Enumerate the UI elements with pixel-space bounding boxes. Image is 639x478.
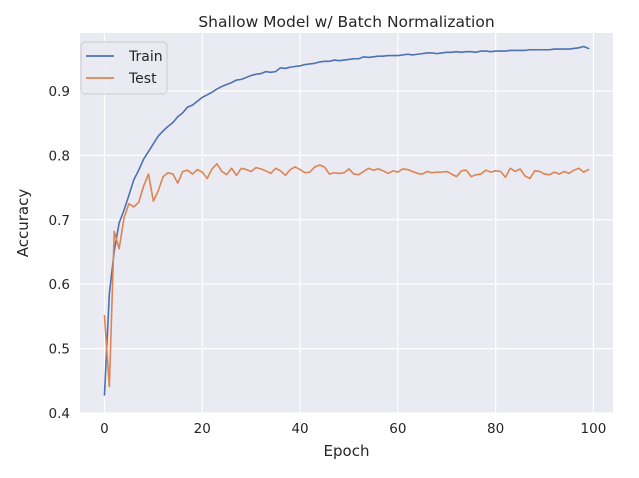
- x-tick-label: 100: [581, 421, 607, 437]
- x-tick-label: 80: [487, 421, 504, 437]
- x-axis-label: Epoch: [324, 442, 370, 460]
- series-line-train: [103, 45, 590, 396]
- y-tick-label: 0.8: [49, 148, 70, 164]
- x-tick-label: 40: [291, 421, 308, 437]
- plot-background: [80, 33, 613, 413]
- y-tick-label: 0.9: [49, 84, 70, 100]
- legend-label-test: Test: [128, 71, 157, 87]
- chart-title: Shallow Model w/ Batch Normalization: [198, 13, 494, 31]
- x-tick-label: 20: [194, 421, 211, 437]
- y-axis-label: Accuracy: [14, 189, 32, 258]
- legend-label-train: Train: [128, 49, 163, 65]
- x-tick-label: 0: [100, 421, 109, 437]
- y-tick-label: 0.4: [49, 406, 70, 422]
- x-tick-label: 60: [389, 421, 406, 437]
- series-line-test: [103, 162, 590, 388]
- y-tick-label: 0.5: [49, 342, 70, 358]
- legend: Train Test: [80, 41, 168, 95]
- legend-frame: [80, 41, 168, 95]
- y-tick-label: 0.6: [49, 277, 70, 293]
- y-tick-label: 0.7: [49, 213, 70, 229]
